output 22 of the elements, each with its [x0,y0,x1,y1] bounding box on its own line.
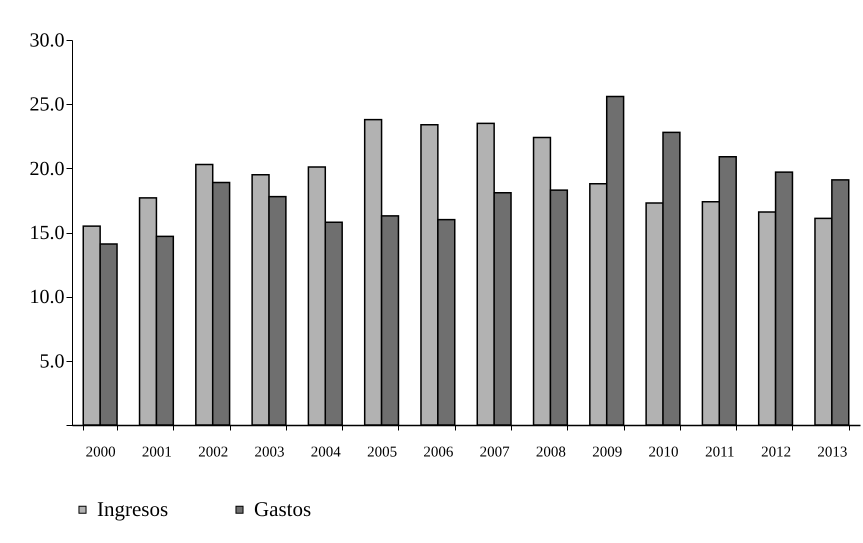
x-tick-label: 2009 [592,444,622,460]
x-tick-label: 2000 [86,444,116,460]
y-tick-label: 15.0 [30,222,64,244]
x-tick-label: 2003 [254,444,284,460]
legend-label: Gastos [254,496,312,521]
y-tick-label: 20.0 [30,158,64,180]
x-tick-label: 2012 [761,444,792,460]
x-tick-label: 2013 [817,444,848,460]
x-tick-label: 2011 [705,444,735,460]
y-tick-label: 10.0 [30,286,64,308]
x-tick-label: 2002 [198,444,228,460]
x-tick-label: 2007 [480,444,510,460]
legend-label: Ingresos [97,496,168,521]
x-tick-label: 2005 [367,444,398,460]
x-tick-label: 2001 [142,444,172,460]
x-tick-label: 2008 [536,444,566,460]
y-tick-label: 25.0 [30,94,64,116]
x-tick-label: 2010 [648,444,678,460]
x-tick-label: 2006 [423,444,454,460]
y-tick-label: 30.0 [30,30,64,52]
y-tick-label: 5.0 [40,350,64,372]
x-tick-label: 2004 [310,444,342,460]
